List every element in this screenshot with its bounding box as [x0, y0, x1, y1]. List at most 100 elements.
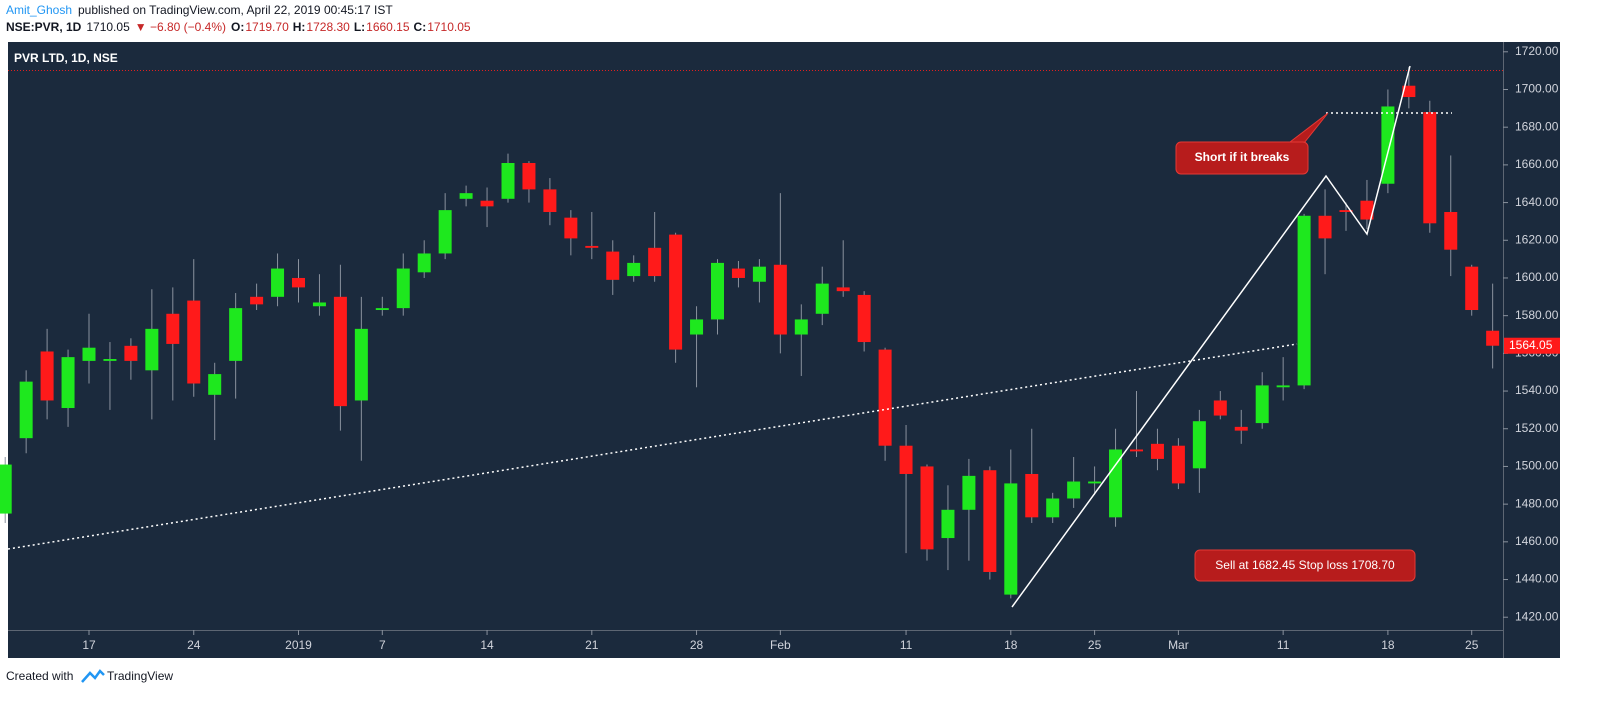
- legend-title: PVR LTD, 1D, NSE: [14, 51, 118, 65]
- candle-body: [208, 374, 222, 395]
- candle-body: [543, 189, 557, 213]
- candle-body: [145, 328, 159, 371]
- candle-body: [585, 245, 599, 248]
- x-tick-label: 2019: [285, 638, 312, 652]
- candle-body: [459, 193, 473, 199]
- candle-body: [1130, 449, 1143, 452]
- candle-body: [1046, 498, 1060, 518]
- drawings: Short if it breaks Sell at 1682.45 Stop …: [7, 65, 1452, 608]
- x-tick-label: 17: [82, 638, 96, 652]
- candle-body: [1402, 85, 1416, 98]
- candle-body: [61, 357, 75, 409]
- candle-body: [1339, 210, 1353, 213]
- candle-body: [690, 319, 704, 335]
- candle-body: [1067, 481, 1081, 499]
- candle-body: [1486, 330, 1500, 346]
- y-tick-label: 1440.00: [1515, 572, 1559, 586]
- candle-body: [836, 287, 850, 292]
- footer-brand[interactable]: TradingView: [107, 669, 173, 683]
- annotation: Sell at 1682.45 Stop loss 1708.70: [1215, 558, 1395, 572]
- candle-body: [82, 347, 96, 361]
- candle-body: [40, 351, 54, 401]
- x-tick-label: 25: [1088, 638, 1102, 652]
- candle-body: [166, 313, 180, 344]
- candle-body: [1297, 215, 1311, 386]
- change: ▼ −6.80 (−0.4%): [135, 20, 226, 34]
- y-tick-label: 1500.00: [1515, 459, 1559, 473]
- candle-body: [711, 262, 724, 320]
- x-tick-label: 18: [1004, 638, 1018, 652]
- candle-body: [250, 296, 264, 305]
- candle-body: [983, 470, 997, 572]
- ohlc-value: 1719.70: [245, 20, 289, 34]
- candle-body: [501, 163, 515, 199]
- ohlc-label: L:: [354, 20, 365, 34]
- candle-body: [19, 381, 33, 439]
- candle-body: [878, 349, 892, 446]
- candle-body: [1004, 483, 1018, 595]
- ohlc-label: H:: [293, 20, 306, 34]
- y-tick-label: 1720.00: [1515, 44, 1559, 58]
- candle-body: [333, 296, 347, 407]
- candle-body: [1192, 421, 1206, 469]
- x-tick-label: 7: [379, 638, 386, 652]
- candle-body: [354, 328, 368, 401]
- candle-body: [1318, 215, 1332, 239]
- logo: [81, 669, 105, 683]
- candle-body: [731, 268, 745, 278]
- x-tick-label: Mar: [1168, 638, 1189, 652]
- candle-body: [564, 217, 578, 239]
- x-tick-label: 11: [900, 638, 913, 652]
- y-tick-label: 1460.00: [1515, 534, 1559, 548]
- candle-body: [1109, 449, 1123, 518]
- candle-body: [0, 464, 12, 514]
- x-tick-label: 24: [187, 638, 201, 652]
- candle-body: [899, 445, 913, 474]
- x-tick-label: 28: [690, 638, 704, 652]
- candle-body: [920, 466, 934, 550]
- candle-body: [627, 262, 641, 277]
- y-tick-label: 1480.00: [1515, 496, 1559, 510]
- candle-body: [417, 253, 431, 273]
- plot: [0, 51, 1508, 635]
- candle-body: [103, 359, 117, 361]
- ohlc-value: 1710.05: [427, 20, 471, 34]
- candle-body: [375, 308, 389, 311]
- last-price: 1710.05: [86, 20, 130, 34]
- candle-body: [1444, 212, 1458, 250]
- candle-body: [857, 294, 871, 343]
- x-tick-label: 11: [1277, 638, 1290, 652]
- candle-body: [522, 163, 536, 190]
- y-tick-label: 1660.00: [1515, 157, 1559, 171]
- ohlc-label: O:: [231, 20, 244, 34]
- candle-body: [229, 308, 243, 361]
- candle-body: [1171, 445, 1185, 484]
- x-tick-label: 21: [585, 638, 599, 652]
- symbol: NSE:PVR, 1D: [6, 20, 82, 34]
- candle-body: [187, 300, 201, 384]
- last-price-box: [1504, 337, 1560, 354]
- candle-body: [752, 266, 766, 282]
- candle-body: [1423, 112, 1437, 224]
- ohlc-label: C:: [414, 20, 427, 34]
- candle-body: [480, 200, 494, 207]
- candle-body: [1088, 481, 1102, 484]
- annotation: Short if it breaks: [1195, 150, 1290, 164]
- candle-body: [648, 247, 662, 277]
- ohlc-value: 1660.15: [366, 20, 410, 34]
- ohlc-value: 1728.30: [306, 20, 350, 34]
- candle-body: [669, 234, 683, 350]
- candle-body: [1360, 200, 1374, 220]
- candle-body: [794, 319, 808, 335]
- candle-body: [1255, 385, 1269, 424]
- candle-body: [941, 509, 955, 539]
- callout-box: [1194, 549, 1416, 582]
- candle-body: [1025, 473, 1039, 518]
- x-tick-label: Feb: [770, 638, 791, 652]
- author[interactable]: Amit_Ghosh: [6, 3, 72, 17]
- candle-body: [292, 277, 305, 288]
- zigzag: [1011, 65, 1411, 608]
- x-tick-label: 25: [1465, 638, 1479, 652]
- candle-body: [396, 268, 410, 309]
